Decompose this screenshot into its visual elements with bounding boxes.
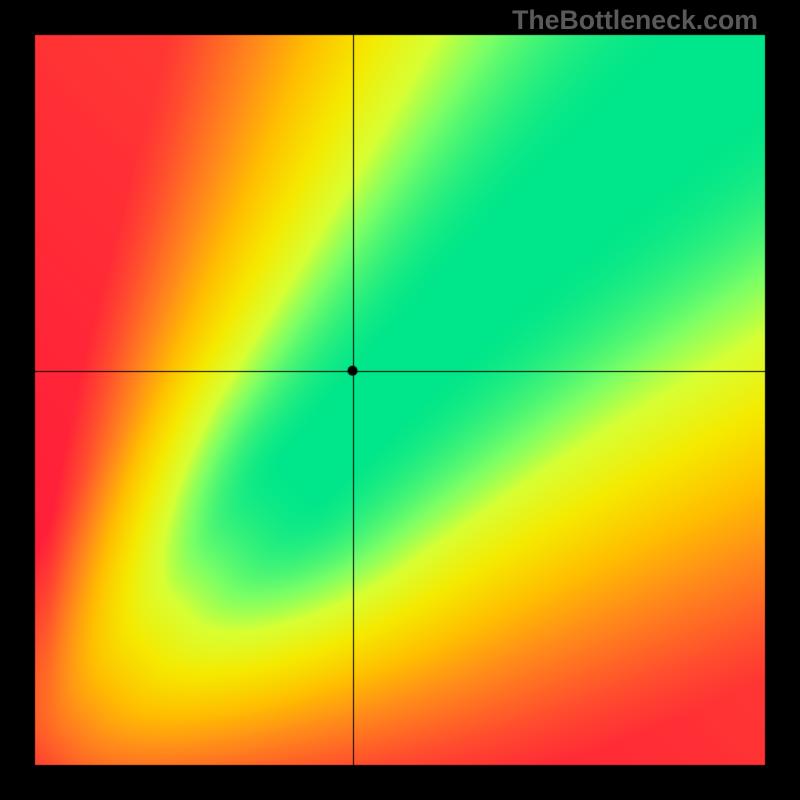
bottleneck-heatmap-chart: TheBottleneck.com bbox=[0, 0, 800, 800]
watermark-text: TheBottleneck.com bbox=[512, 5, 758, 36]
heatmap-canvas bbox=[0, 0, 800, 800]
